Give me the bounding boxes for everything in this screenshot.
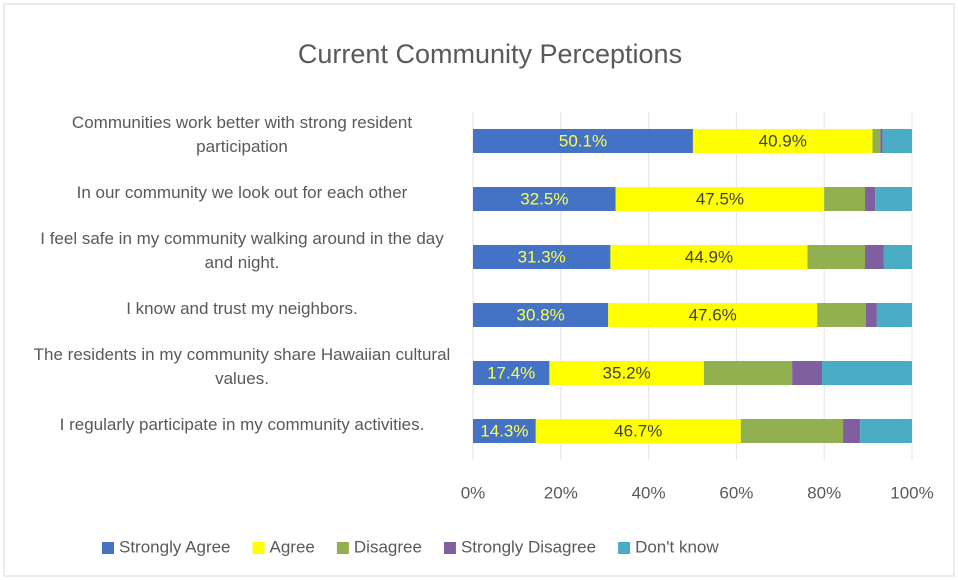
bar-segment	[608, 303, 818, 327]
x-tick-label: 60%	[719, 483, 753, 502]
bar-segment	[703, 361, 793, 385]
category-label: In our community we look out for each ot…	[76, 183, 408, 202]
bar-segment	[860, 419, 912, 443]
legend-swatch	[618, 542, 631, 554]
x-tick-label: 80%	[807, 483, 841, 502]
chart-title: Current Community Perceptions	[298, 39, 682, 69]
x-tick-label: 20%	[544, 483, 578, 502]
x-tick-label: 40%	[632, 483, 666, 502]
data-label: 35.2%	[603, 363, 651, 382]
legend-swatch	[102, 542, 114, 554]
legend-swatch	[252, 542, 265, 554]
data-label: 44.9%	[685, 247, 733, 266]
legend-label: Agree	[270, 537, 315, 556]
bar-segment	[876, 303, 912, 327]
legend-label: Don't know	[635, 537, 719, 556]
category-label: I feel safe in my community walking arou…	[40, 229, 444, 272]
x-tick-label: 0%	[461, 483, 486, 502]
bar-segment	[875, 187, 912, 211]
data-label: 30.8%	[517, 305, 565, 324]
data-label: 47.5%	[696, 189, 744, 208]
data-label: 14.3%	[480, 421, 528, 440]
bar-segment	[535, 419, 741, 443]
bar-segment	[615, 187, 825, 211]
bar-segment	[817, 303, 866, 327]
bar-segment	[872, 129, 881, 153]
bar-segment	[843, 419, 861, 443]
category-label: The residents in my community share Hawa…	[33, 345, 451, 388]
data-label: 31.3%	[518, 247, 566, 266]
bar-segment	[824, 187, 866, 211]
category-label: I know and trust my neighbors.	[126, 299, 358, 318]
legend-label: Strongly Agree	[119, 537, 231, 556]
bar-segment	[740, 419, 844, 443]
bar-segment	[549, 361, 704, 385]
legend-swatch	[443, 542, 456, 554]
bar-segment	[610, 245, 808, 269]
data-label: 46.7%	[614, 421, 662, 440]
bar-segment	[807, 245, 866, 269]
data-label: 50.1%	[559, 131, 607, 150]
legend-label: Strongly Disagree	[461, 537, 596, 556]
bar-segment	[865, 303, 877, 327]
legend-swatch	[336, 542, 349, 554]
bar-segment	[473, 361, 550, 385]
bar-segment	[883, 245, 912, 269]
bar-segment	[865, 187, 876, 211]
category-label: I regularly participate in my community …	[59, 415, 425, 434]
bar-segment	[473, 245, 611, 269]
bar-segment	[882, 129, 912, 153]
x-tick-label: 100%	[890, 483, 933, 502]
bar-segment	[473, 419, 536, 443]
bar-segment	[473, 303, 609, 327]
data-label: 40.9%	[759, 131, 807, 150]
data-label: 47.6%	[689, 305, 737, 324]
category-label: Communities work better with strong resi…	[71, 113, 413, 156]
legend-label: Disagree	[354, 537, 422, 556]
bar-segment	[692, 129, 873, 153]
bar-segment	[865, 245, 884, 269]
bar-segment	[822, 361, 912, 385]
bar-segment	[792, 361, 823, 385]
data-label: 32.5%	[520, 189, 568, 208]
data-label: 17.4%	[487, 363, 535, 382]
bar-segment	[473, 129, 693, 153]
chart-border	[3, 3, 955, 577]
bar-segment	[880, 129, 883, 153]
bar-segment	[473, 187, 616, 211]
